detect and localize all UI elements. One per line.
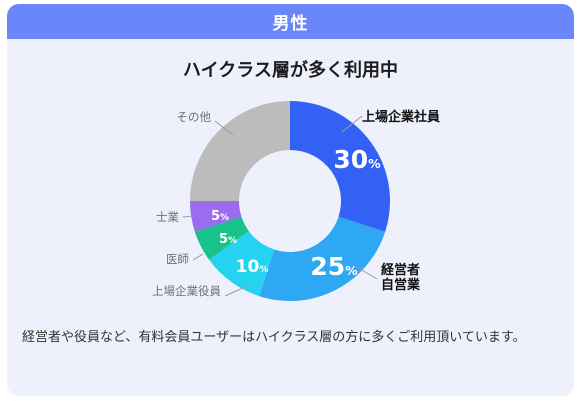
description-text: 経営者や役員など、有料会員ユーザーはハイクラス層の方に多くご利用頂いています。 bbox=[22, 330, 526, 345]
slice-label: その他 bbox=[177, 110, 212, 124]
slice-label: 経営者自営業 bbox=[381, 262, 421, 293]
leader-line bbox=[192, 253, 204, 261]
chart-card: 男性 ハイクラス層が多く利用中 上場企業社員 30% 経営者自営業 25% 上場企業役員… bbox=[7, 4, 574, 396]
slice-label: 上場企業役員 bbox=[152, 284, 221, 298]
slice-value-label: 5% bbox=[219, 232, 237, 247]
slice-label: 上場企業社員 bbox=[362, 109, 440, 125]
donut-slice bbox=[190, 101, 290, 201]
leader-line bbox=[182, 215, 194, 218]
donut-slice bbox=[209, 230, 275, 297]
slice-value-label: 10% bbox=[236, 257, 269, 277]
slice-label: 士業 bbox=[156, 210, 179, 224]
donut-slice bbox=[190, 201, 242, 232]
card-header-title: 男性 bbox=[272, 14, 309, 34]
donut-slice bbox=[290, 101, 390, 232]
slice-value-label: 30% bbox=[333, 145, 381, 174]
chart-title: ハイクラス層が多く利用中 bbox=[183, 60, 398, 81]
donut-chart: 上場企業社員 30% 経営者自営業 25% 上場企業役員 10% 医師 5% 士業 5% その他 bbox=[152, 101, 440, 301]
slice-value-label: 25% bbox=[310, 252, 358, 281]
leader-line bbox=[354, 265, 378, 280]
leader-line bbox=[214, 120, 234, 136]
leader-line bbox=[341, 115, 363, 133]
card-header: 男性 bbox=[7, 4, 574, 39]
leader-line bbox=[224, 285, 248, 297]
donut-slice bbox=[194, 216, 249, 260]
slice-value-label: 5% bbox=[211, 209, 229, 224]
slice-label: 医師 bbox=[166, 252, 189, 266]
donut-slice bbox=[259, 216, 386, 301]
